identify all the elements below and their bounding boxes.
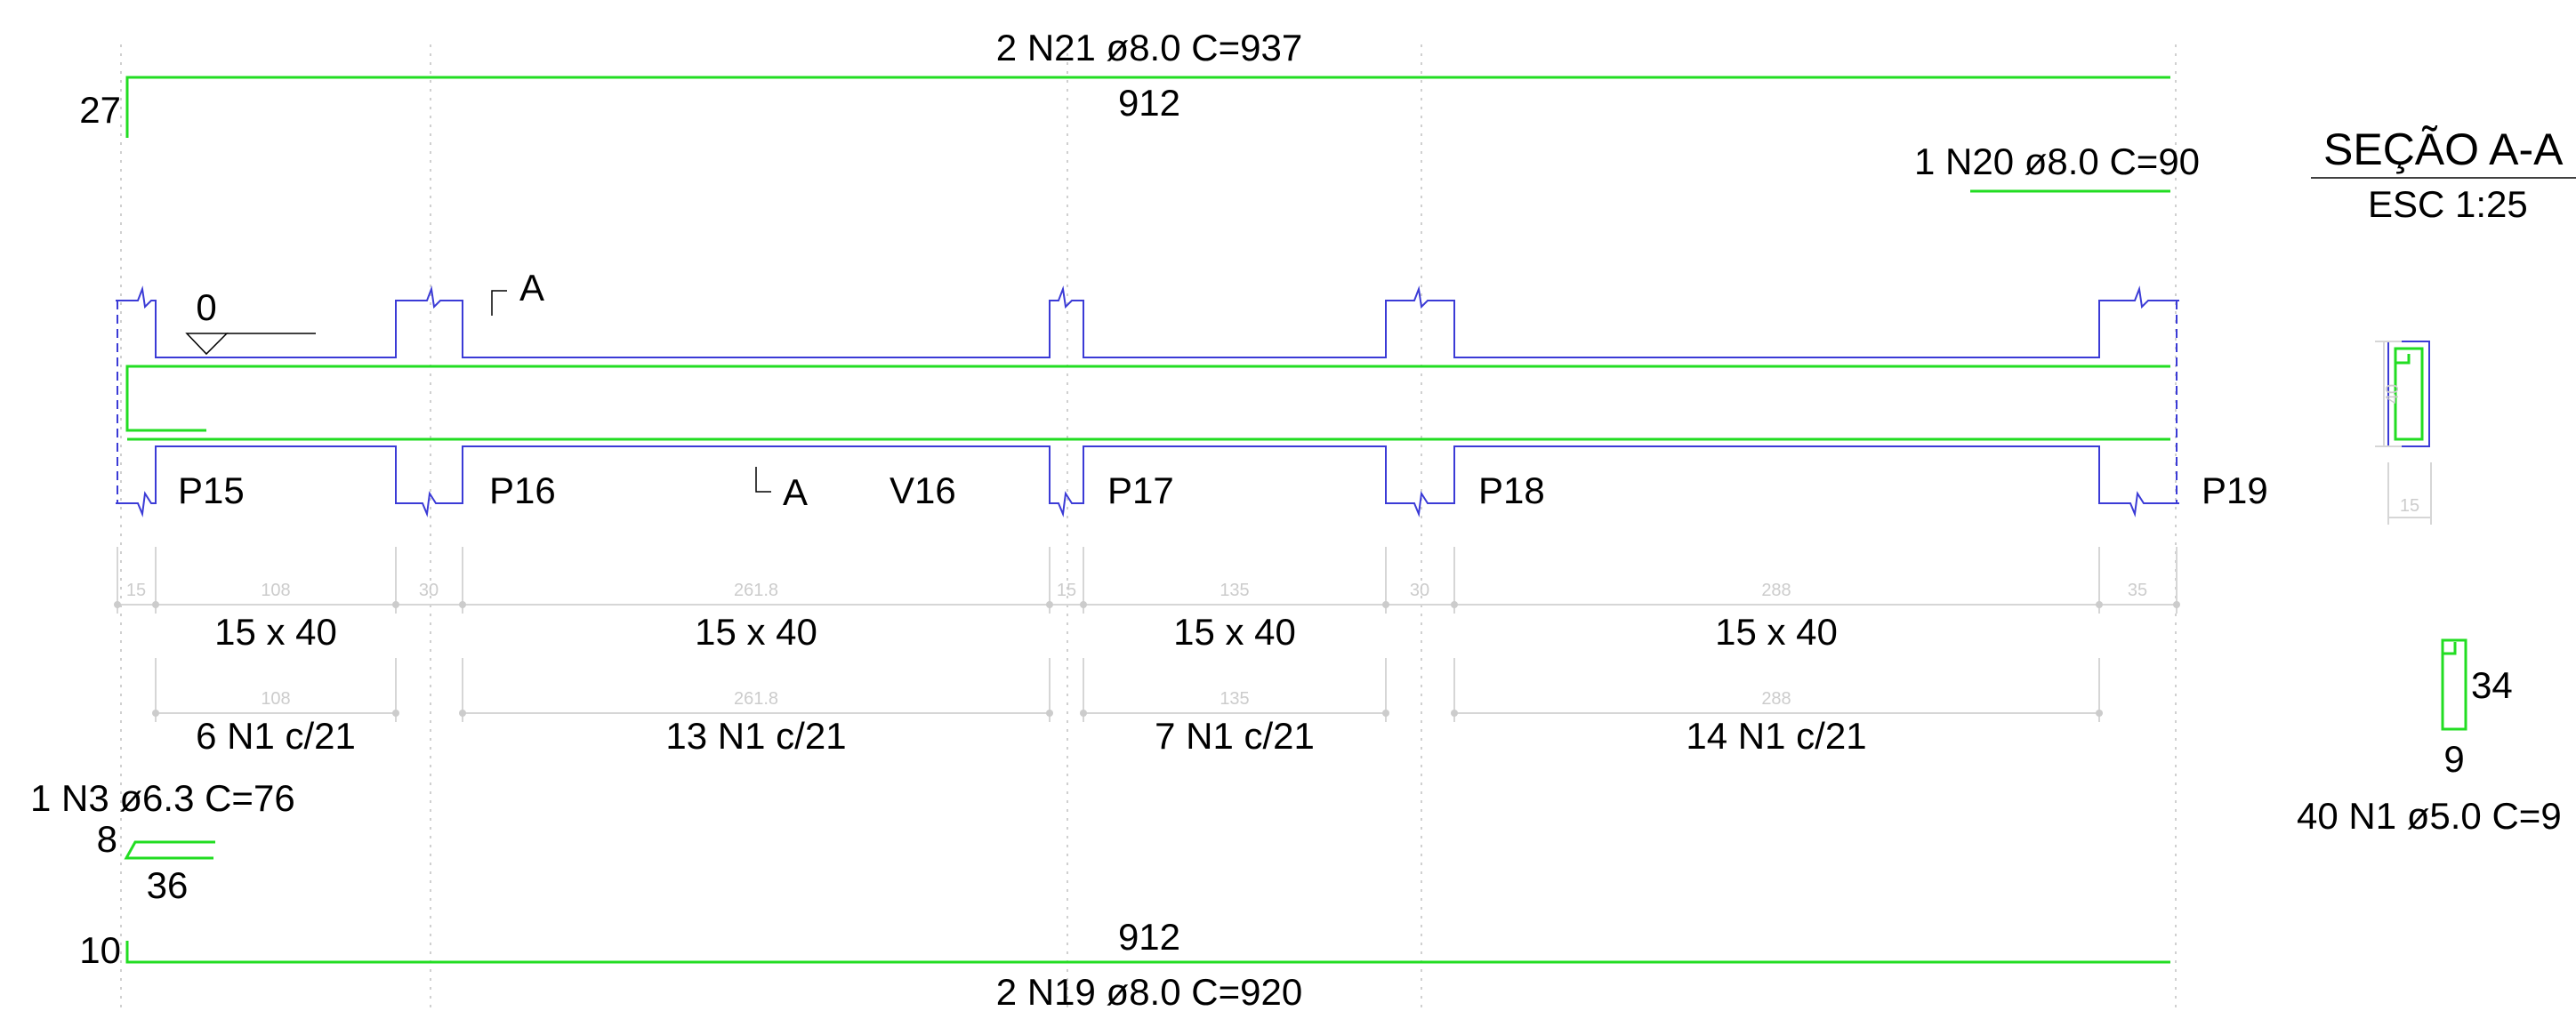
stirrup-dim-4: 288 [1761, 689, 1791, 709]
top-bar-label: 2 N21 ø8.0 C=937 [996, 27, 1302, 68]
support-p19: P19 [2202, 469, 2268, 511]
span-dim-3: 30 [419, 581, 439, 600]
section-size-3: 15 x 40 [1173, 611, 1296, 653]
bottom-bar-label: 2 N19 ø8.0 C=920 [996, 971, 1302, 1013]
level-marker: 0 [185, 286, 316, 356]
stirrup-group-4: 14 N1 c/21 [1686, 715, 1866, 757]
span-dim-8: 288 [1761, 581, 1791, 600]
bottom-bar-length: 912 [1118, 916, 1180, 958]
axis-lines [120, 44, 2177, 1014]
top-extra-bar-label: 1 N20 ø8.0 C=90 [1914, 140, 2200, 182]
section-title-text: SEÇÃO A-A [2323, 124, 2564, 174]
section-size-4: 15 x 40 [1715, 611, 1838, 653]
section-width: 15 [2400, 496, 2419, 516]
span-dim-2: 108 [261, 581, 290, 600]
cross-section: 40 15 [2375, 341, 2432, 525]
beam-name: V16 [890, 469, 956, 511]
stirrup-groups: 6 N1 c/21 13 N1 c/21 7 N1 c/21 14 N1 c/2… [196, 715, 1866, 757]
n3-bar: 1 N3 ø6.3 C=76 8 36 [30, 777, 295, 906]
stirrup-group-1: 6 N1 c/21 [196, 715, 356, 757]
section-sizes: 15 x 40 15 x 40 15 x 40 15 x 40 [214, 611, 1838, 653]
section-size-1: 15 x 40 [214, 611, 337, 653]
beam-rebar [125, 365, 2170, 441]
bottom-bar-hook: 10 [79, 929, 121, 971]
span-dimension-chain: 15 108 30 261.8 15 135 30 288 35 [114, 547, 2180, 614]
level-value: 0 [196, 286, 216, 328]
section-height: 40 [2383, 384, 2403, 404]
top-extra-bar-n20: 1 N20 ø8.0 C=90 [1914, 140, 2200, 193]
section-title: SEÇÃO A-A ESC 1:25 [2311, 124, 2576, 225]
span-dim-4: 261.8 [734, 581, 778, 600]
section-scale: ESC 1:25 [2368, 183, 2528, 225]
span-dim-7: 30 [1410, 581, 1429, 600]
stirrup-dimension-chain: 108 261.8 135 288 [152, 658, 2103, 722]
top-bar-n21: 2 N21 ø8.0 C=937 912 27 [79, 27, 2170, 138]
cut-mark-top: A [491, 267, 544, 316]
cut-mark-top-label: A [519, 267, 544, 309]
cut-mark-bottom: A [755, 467, 808, 513]
section-size-2: 15 x 40 [695, 611, 817, 653]
stirrup-dim-1: 108 [261, 689, 290, 709]
stirrup-dim-3: 135 [1220, 689, 1249, 709]
span-dim-6: 135 [1220, 581, 1249, 600]
stirrup-detail-label: 40 N1 ø5.0 C=9 [2297, 795, 2562, 837]
support-p18: P18 [1478, 469, 1545, 511]
span-dim-5: 15 [1057, 581, 1076, 600]
stirrup-detail-height: 34 [2471, 664, 2513, 706]
stirrup-detail-width: 9 [2443, 738, 2464, 780]
bottom-bar-n19: 912 2 N19 ø8.0 C=920 10 [79, 916, 2170, 1013]
support-p17: P17 [1107, 469, 1174, 511]
support-p16: P16 [489, 469, 556, 511]
span-dim-9: 35 [2128, 581, 2147, 600]
stirrup-detail: 34 9 40 N1 ø5.0 C=9 [2297, 638, 2562, 837]
n3-bar-label: 1 N3 ø6.3 C=76 [30, 777, 295, 819]
beam-concrete-outline [116, 285, 2179, 518]
n3-bar-hook: 8 [97, 818, 117, 860]
support-p15: P15 [178, 469, 245, 511]
stirrup-group-3: 7 N1 c/21 [1155, 715, 1315, 757]
span-dim-1: 15 [126, 581, 146, 600]
top-bar-hook: 27 [79, 89, 121, 131]
stirrup-dim-2: 261.8 [734, 689, 778, 709]
stirrup-group-2: 13 N1 c/21 [665, 715, 846, 757]
n3-bar-length: 36 [147, 864, 189, 906]
top-bar-length: 912 [1118, 82, 1180, 124]
support-labels: P15 P16 P17 P18 P19 [178, 469, 2268, 511]
cut-mark-bottom-label: A [783, 471, 808, 513]
